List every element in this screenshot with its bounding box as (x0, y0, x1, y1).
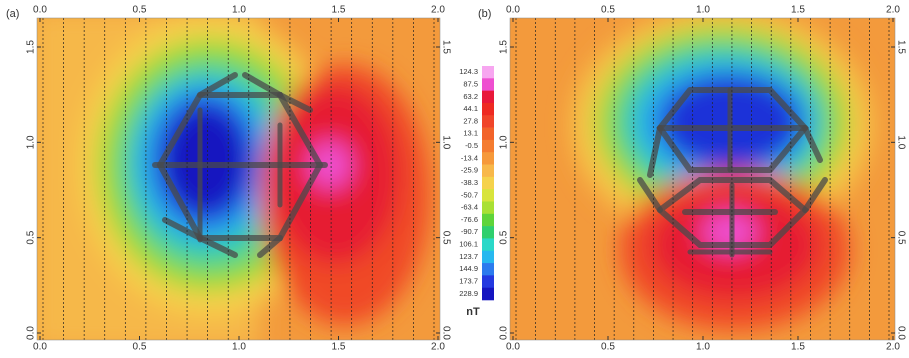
x-tick-label: 0.0 (33, 342, 47, 353)
colorbar-label: -76.6 (461, 215, 478, 224)
x-tick-label: 1.5 (791, 342, 805, 353)
map-b (510, 18, 895, 340)
y-tick-label: 1.0 (440, 135, 451, 149)
y-tick-label: 0.5 (895, 231, 906, 245)
x-tick-label: 0.5 (601, 5, 615, 16)
colorbar-swatch (482, 164, 494, 178)
colorbar-swatch (482, 226, 494, 239)
x-tick-label: 0.0 (506, 5, 520, 16)
colorbar-label: -90.7 (461, 227, 478, 236)
x-tick-label: 0.0 (506, 342, 520, 353)
y-tick-label: 0.0 (26, 326, 37, 340)
y-tick-label: 1.0 (895, 135, 906, 149)
x-tick-label: 0.5 (601, 342, 615, 353)
y-tick-label: 1.5 (895, 40, 906, 54)
colorbar-label: -63.4 (461, 203, 478, 212)
x-tick-label: 2.0 (886, 342, 900, 353)
colorbar-swatch (482, 275, 494, 288)
colorbar-label: 173.7 (459, 277, 478, 286)
y-tick-label: 1.0 (499, 135, 510, 149)
colorbar-swatch (482, 189, 494, 202)
x-tick-label: 2.0 (431, 342, 445, 353)
x-tick-label: 2.0 (431, 5, 445, 16)
map-a (37, 18, 440, 340)
colorbar-label: -38.3 (461, 178, 478, 187)
colorbar-swatch (482, 139, 494, 153)
colorbar-label: 44.1 (463, 104, 478, 113)
colorbar-unit: nT (466, 306, 480, 318)
y-tick-label: 1.5 (440, 40, 451, 54)
x-tick-label: 1.5 (332, 5, 346, 16)
colorbar-swatch (482, 176, 494, 190)
colorbar-label: 87.5 (463, 79, 478, 88)
colorbar-label: 63.2 (463, 92, 478, 101)
x-tick-label: 0.5 (133, 5, 147, 16)
y-tick-label: 0.5 (440, 231, 451, 245)
colorbar-label: 27.8 (463, 116, 478, 125)
colorbar-label: 13.1 (463, 129, 478, 138)
colorbar-swatch (482, 78, 494, 91)
panel-label: (a) (6, 8, 19, 20)
colorbar-label: 228.9 (459, 289, 478, 298)
colorbar-swatch (482, 201, 494, 215)
x-tick-label: 0.5 (133, 342, 147, 353)
colorbar-swatch (482, 263, 494, 276)
x-tick-label: 1.0 (232, 5, 246, 16)
colorbar-swatch (482, 66, 494, 79)
x-tick-label: 1.5 (332, 342, 346, 353)
colorbar-label: -0.5 (465, 141, 478, 150)
colorbar-label: 123.7 (459, 252, 478, 261)
x-tick-label: 1.0 (232, 342, 246, 353)
colorbar-label: -25.9 (461, 166, 478, 175)
colorbar-swatch (482, 115, 494, 128)
colorbar-label: 106.1 (459, 240, 478, 249)
x-tick-label: 0.0 (33, 5, 47, 16)
y-tick-label: 0.5 (499, 230, 510, 244)
y-tick-label: 0.5 (26, 230, 37, 244)
x-tick-label: 2.0 (886, 5, 900, 16)
y-tick-label: 1.5 (26, 40, 37, 54)
y-tick-label: 0.0 (440, 326, 451, 340)
colorbar-label: -13.4 (461, 153, 478, 162)
x-tick-label: 1.5 (791, 5, 805, 16)
colorbar-swatch (482, 152, 494, 165)
x-tick-label: 1.0 (696, 342, 710, 353)
colorbar-swatch (482, 250, 494, 264)
y-tick-label: 1.0 (26, 135, 37, 149)
y-tick-label: 0.0 (499, 326, 510, 340)
colorbar-swatch (482, 213, 494, 227)
colorbar-swatch (482, 238, 494, 252)
colorbar-label: -50.7 (461, 190, 478, 199)
colorbar-swatch (482, 287, 494, 301)
y-tick-label: 1.5 (499, 40, 510, 54)
colorbar-swatch (482, 102, 494, 116)
colorbar-swatch (482, 127, 494, 141)
colorbar-label: 144.9 (459, 264, 478, 273)
x-tick-label: 1.0 (696, 5, 710, 16)
colorbar-swatch (482, 90, 494, 104)
colorbar-label: 124.3 (459, 67, 478, 76)
panel-label: (b) (478, 8, 491, 20)
y-tick-label: 0.0 (895, 326, 906, 340)
